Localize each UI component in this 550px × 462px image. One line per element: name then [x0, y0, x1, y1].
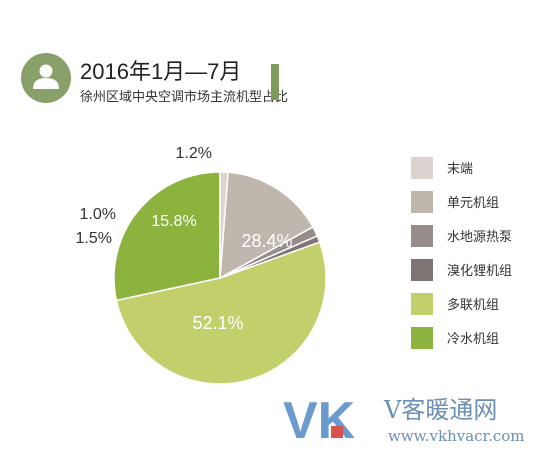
- pie-slice-4: [219, 171, 314, 280]
- legend-swatch-3: [411, 259, 433, 281]
- legend-swatch-5: [411, 327, 433, 349]
- user-icon: [33, 64, 59, 89]
- data-label-1: 52.1%: [192, 313, 243, 333]
- pie-slice-5: [219, 171, 229, 279]
- watermark-letters: VK: [283, 392, 356, 450]
- watermark-brand: V客暖通网: [383, 396, 497, 424]
- data-label-2: 1.0%: [80, 206, 116, 223]
- data-label-0: 28.4%: [241, 231, 292, 251]
- chart-title: 2016年1月—7月: [80, 59, 241, 84]
- legend-swatch-1: [411, 191, 433, 213]
- chart-subtitle: 徐州区域中央空调市场主流机型占比: [80, 89, 288, 105]
- data-label-3: 1.5%: [76, 230, 112, 247]
- title-accent-bar: [271, 64, 279, 100]
- data-label-5: 1.2%: [176, 145, 212, 162]
- legend-label-5: 冷水机组: [447, 332, 499, 347]
- legend-label-1: 单元机组: [447, 196, 499, 211]
- legend-swatch-0: [411, 157, 433, 179]
- watermark-red-mark: [331, 426, 343, 438]
- pie-inner-labels: 28.4% 52.1% 15.8%: [151, 213, 292, 333]
- legend-swatch-4: [411, 293, 433, 315]
- pie-slice-1: [115, 241, 327, 385]
- pie-outer-labels: 1.0% 1.5% 1.2%: [76, 145, 212, 247]
- watermark: VK V客暖通网 www.vkhvacr.com: [283, 392, 525, 450]
- watermark-url: www.vkhvacr.com: [388, 427, 525, 445]
- data-label-4: 15.8%: [151, 213, 196, 230]
- legend-label-2: 水地源热泵: [447, 230, 512, 245]
- pie-slice-0: [113, 171, 221, 302]
- pie: [113, 171, 327, 385]
- legend-label-3: 溴化锂机组: [447, 264, 512, 279]
- legend-swatch-2: [411, 225, 433, 247]
- legend-label-0: 末端: [447, 162, 473, 177]
- header: 2016年1月—7月 徐州区域中央空调市场主流机型占比: [21, 53, 288, 105]
- legend-label-4: 多联机组: [447, 297, 499, 313]
